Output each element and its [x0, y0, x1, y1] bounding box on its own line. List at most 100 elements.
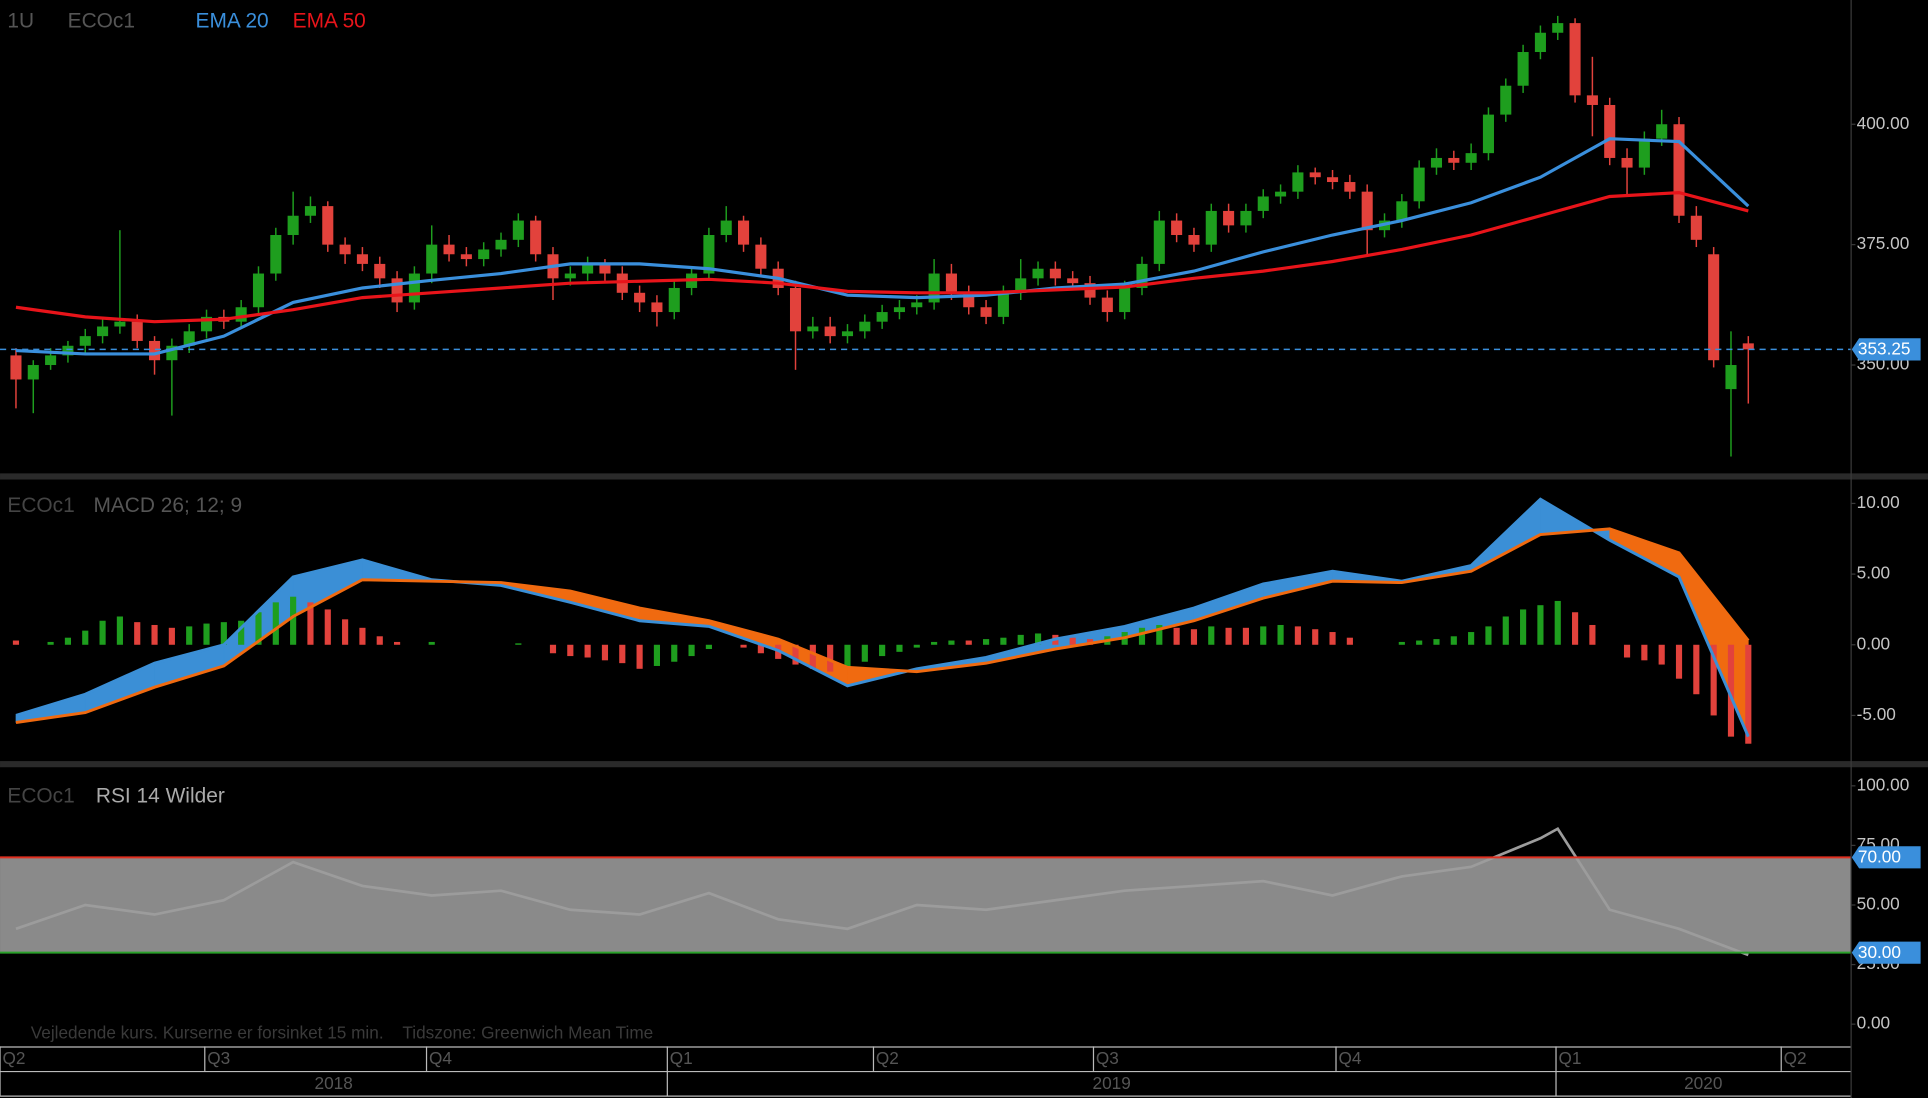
candle-body — [235, 307, 247, 322]
histogram-bar — [220, 622, 227, 645]
candle-body — [443, 244, 455, 255]
candle-body — [1482, 114, 1494, 154]
candle-body — [1500, 85, 1512, 115]
histogram-bar — [1745, 644, 1752, 744]
panel-title: ECOc1 — [7, 494, 74, 517]
candle-body — [62, 345, 74, 356]
candle-body — [408, 273, 420, 303]
histogram-bar — [1069, 637, 1076, 645]
value-badge — [1851, 846, 1921, 869]
candle-body — [893, 307, 905, 313]
histogram-bar — [549, 644, 557, 654]
histogram-bar — [983, 639, 990, 645]
candle-body — [876, 312, 888, 322]
histogram-bar — [1693, 644, 1700, 695]
histogram-bar — [1675, 644, 1683, 679]
panel-separator — [0, 761, 1928, 768]
histogram-bar — [601, 644, 609, 661]
candle-body — [97, 326, 109, 337]
candle-body — [1552, 23, 1564, 33]
histogram-bar — [1017, 634, 1024, 645]
histogram-bar — [844, 644, 851, 668]
histogram-bar — [1260, 626, 1267, 645]
candle-body — [1638, 138, 1650, 168]
candle-body — [1327, 177, 1339, 183]
x-tick-label: Q2 — [2, 1048, 25, 1068]
candle-body — [1084, 283, 1096, 298]
candle-body — [426, 244, 438, 274]
histogram-bar — [1190, 629, 1198, 645]
candle-body — [859, 321, 871, 332]
histogram-bar — [168, 627, 175, 645]
chart-title: 1U — [7, 10, 34, 33]
candle-body — [1171, 220, 1183, 236]
histogram-bar — [1000, 637, 1007, 645]
histogram-bar — [1537, 605, 1544, 645]
ema-line — [15, 137, 1750, 356]
y-tick-label: 10.00 — [1857, 492, 1900, 512]
candle-body — [200, 316, 213, 332]
candle-body — [1708, 254, 1720, 361]
value-badge-label: 353.25 — [1858, 339, 1911, 359]
histogram-bar — [186, 626, 193, 645]
histogram-bar — [1416, 640, 1423, 645]
candle-body — [1673, 124, 1685, 216]
ema-line — [15, 191, 1749, 324]
histogram-bar — [584, 644, 591, 658]
candle-body — [789, 287, 802, 332]
candle-body — [114, 321, 126, 327]
candle-body — [1656, 124, 1668, 139]
histogram-bar — [1138, 627, 1146, 645]
candle-body — [1292, 172, 1304, 192]
candle-body — [45, 355, 57, 366]
candle-body — [1569, 23, 1581, 96]
candle-body — [738, 220, 750, 245]
histogram-bar — [1242, 627, 1250, 645]
histogram-bar — [1433, 639, 1440, 645]
histogram-bar — [1727, 644, 1735, 737]
legend-entry: EMA 50 — [293, 10, 366, 33]
histogram-bar — [1034, 633, 1042, 645]
histogram-bar — [1208, 626, 1215, 645]
candle-body — [1153, 220, 1165, 264]
candle-body — [1119, 287, 1131, 313]
histogram-bar — [428, 641, 435, 645]
histogram-bar — [619, 644, 626, 664]
histogram-bar — [64, 637, 72, 645]
histogram-bar — [1485, 626, 1492, 645]
candle-body — [79, 336, 91, 346]
candle-body — [1586, 95, 1598, 105]
histogram-bar — [1658, 644, 1665, 665]
candle-body — [460, 254, 472, 260]
candle-body — [478, 249, 490, 260]
candle-body — [1067, 278, 1079, 284]
histogram-bar — [1329, 632, 1336, 645]
candle-body — [564, 273, 576, 279]
histogram-bar — [1502, 616, 1509, 645]
histogram-bar — [567, 644, 574, 657]
value-badge-label: 70.00 — [1858, 846, 1901, 866]
histogram-bar — [324, 609, 331, 645]
candle-body — [755, 244, 767, 269]
candle-body — [339, 244, 351, 255]
y-tick-label: 0.00 — [1857, 633, 1890, 653]
candle-body — [322, 206, 334, 245]
candle-body — [374, 263, 386, 279]
histogram-bar — [705, 644, 712, 650]
candle-body — [634, 292, 646, 303]
panel-title: ECOc1 — [7, 784, 74, 807]
value-badge — [1851, 338, 1921, 361]
y-tick-label: 400.00 — [1857, 113, 1910, 133]
macd-line — [15, 497, 1750, 738]
footnote: Vejledende kurs. Kurserne er forsinket 1… — [31, 1023, 653, 1043]
histogram-bar — [1589, 624, 1596, 645]
candle-body — [1413, 167, 1425, 202]
candle-body — [945, 273, 957, 293]
histogram-bar — [688, 644, 695, 657]
candle-body — [1690, 215, 1702, 240]
candle-body — [963, 292, 975, 308]
candle-body — [1101, 297, 1113, 313]
histogram-bar — [238, 620, 245, 645]
histogram-bar — [931, 641, 938, 645]
